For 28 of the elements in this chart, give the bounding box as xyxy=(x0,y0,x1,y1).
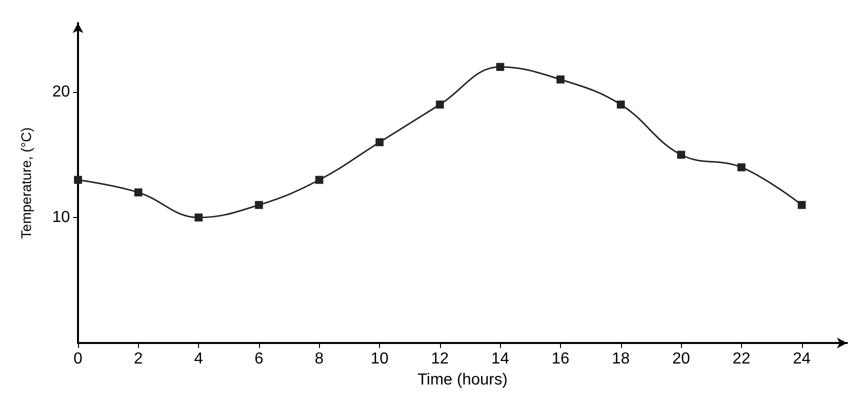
x-tick-label: 18 xyxy=(612,350,630,368)
point xyxy=(74,176,82,184)
point xyxy=(315,176,324,184)
x-axis-title: Time (hours) xyxy=(417,371,508,388)
x-tick-label: 16 xyxy=(552,350,570,368)
point xyxy=(616,100,625,109)
x-tick-label: 6 xyxy=(254,350,264,368)
x-tick-label: 12 xyxy=(430,350,449,368)
x-tick-label: 2 xyxy=(134,350,143,368)
x-tick-label: 10 xyxy=(370,350,389,368)
point xyxy=(194,214,203,222)
x-tick-label: 4 xyxy=(194,350,204,368)
x-tick-label: 14 xyxy=(491,350,510,368)
point xyxy=(677,150,686,159)
point xyxy=(556,75,565,84)
x-tick-label: 22 xyxy=(732,350,750,368)
point xyxy=(376,138,384,146)
point xyxy=(496,62,504,71)
y-axis-title: Temperature, (°C) xyxy=(18,127,34,239)
point xyxy=(798,200,806,209)
x-tick-label: 20 xyxy=(672,350,690,368)
point xyxy=(254,200,263,209)
point xyxy=(436,100,444,109)
point xyxy=(737,163,746,172)
x-tick-label: 24 xyxy=(792,350,811,368)
point xyxy=(134,188,142,196)
x-tick-label: 8 xyxy=(314,350,324,368)
x-tick-label: 0 xyxy=(74,350,83,368)
